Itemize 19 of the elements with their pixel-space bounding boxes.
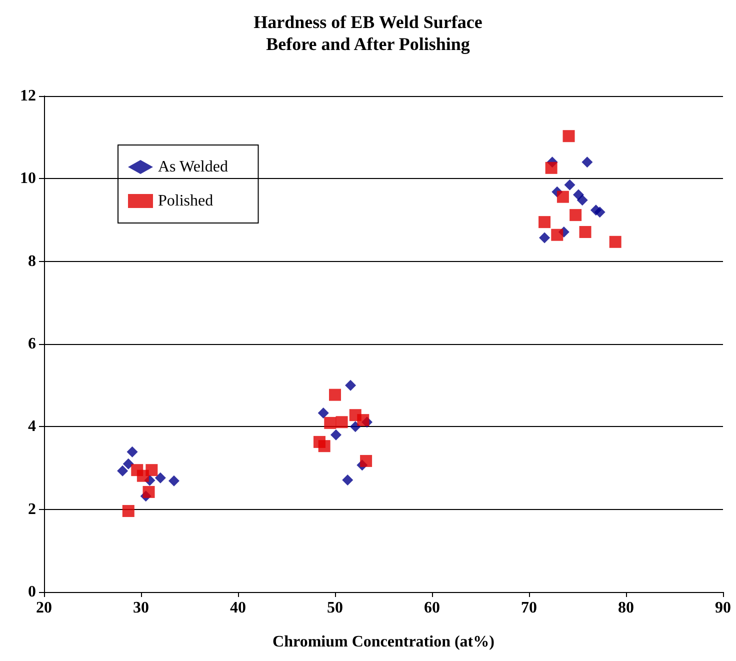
legend-label: As Welded [158, 158, 228, 176]
y-tick-label: 10 [20, 170, 36, 188]
x-axis-title: Chromium Concentration (at%) [272, 634, 494, 650]
chart-title: Hardness of EB Weld Surface Before and After Polishing [254, 12, 482, 54]
y-tick-label: 12 [20, 88, 36, 104]
x-tick-label: 90 [715, 600, 731, 616]
y-tick-label: 4 [28, 418, 36, 436]
y-tick-label: 8 [28, 252, 36, 270]
x-tick-label: 40 [230, 600, 246, 616]
y-tick-label: 6 [28, 336, 36, 352]
x-tick-label: 70 [521, 600, 537, 616]
x-tick-label: 20 [36, 600, 52, 616]
legend-label: Polished [158, 192, 214, 210]
x-tick-label: 60 [424, 600, 440, 616]
y-tick-label: 2 [28, 500, 36, 518]
x-tick-label: 50 [327, 600, 343, 616]
x-tick-label: 80 [618, 600, 634, 616]
y-tick-label: 0 [28, 584, 36, 600]
x-tick-label: 30 [133, 600, 149, 616]
